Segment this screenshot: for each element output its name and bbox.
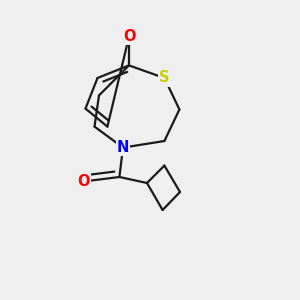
Text: S: S	[159, 70, 170, 86]
Text: O: O	[123, 29, 135, 44]
Text: N: N	[117, 140, 129, 155]
Text: O: O	[77, 174, 90, 189]
